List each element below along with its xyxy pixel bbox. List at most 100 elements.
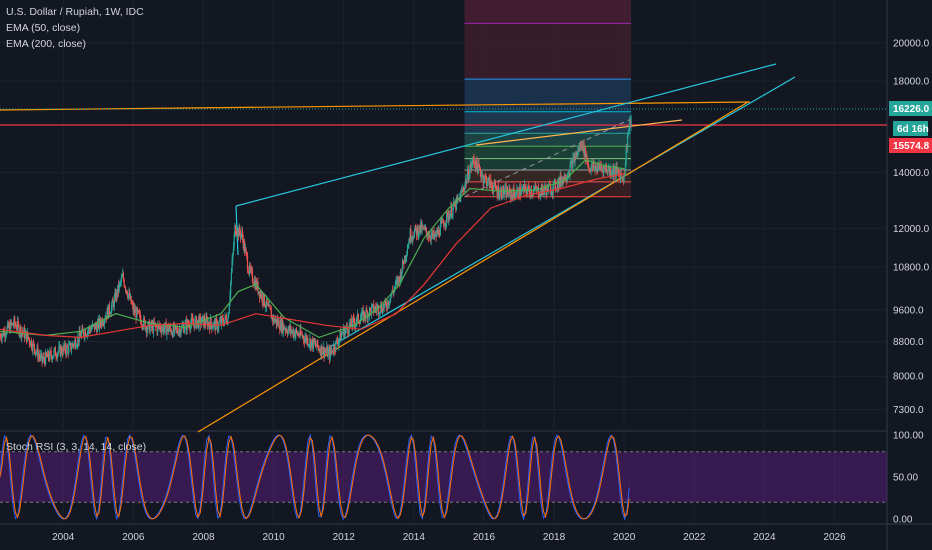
candle-body	[509, 187, 511, 191]
candle-body	[412, 236, 414, 238]
candle-body	[441, 221, 443, 222]
candle-body	[139, 313, 141, 319]
ema200-legend[interactable]: EMA (200, close)	[6, 38, 86, 50]
symbol-title[interactable]: U.S. Dollar / Rupiah, 1W, IDC	[6, 6, 144, 18]
candle-body	[155, 326, 157, 328]
candle-body	[314, 342, 316, 344]
candle-body	[246, 256, 249, 270]
candle-body	[383, 304, 385, 309]
candle-body	[326, 346, 329, 357]
candle-body	[237, 229, 239, 236]
candle-body	[479, 166, 481, 168]
candle-body	[12, 323, 14, 326]
candle-body	[253, 283, 255, 286]
candle-body	[127, 294, 129, 298]
candle-body	[148, 321, 150, 333]
candle-body	[184, 322, 186, 330]
candle-body	[415, 228, 418, 236]
candle-body	[298, 333, 300, 336]
candle-body	[439, 224, 441, 236]
candle-body	[365, 309, 367, 319]
candle-body	[434, 235, 436, 238]
candle-body	[277, 320, 279, 325]
candle-body	[31, 348, 33, 351]
candle-body	[477, 162, 479, 174]
candle-body	[60, 347, 62, 357]
candle-body	[539, 195, 541, 197]
candle-body	[204, 318, 206, 324]
candle-body	[178, 331, 180, 335]
candle-body	[249, 265, 251, 274]
candle-body	[504, 186, 507, 188]
candle-body	[98, 319, 100, 328]
candle-body	[508, 187, 510, 196]
candle-body	[262, 301, 264, 304]
candle-body	[49, 350, 51, 360]
candle-body	[610, 174, 613, 176]
candle-body	[124, 287, 127, 291]
candle-body	[398, 276, 400, 279]
fib-band	[464, 170, 632, 182]
candle-body	[345, 328, 347, 331]
candle-body	[193, 323, 195, 329]
candle-body	[265, 299, 268, 307]
time-tick-label: 2024	[753, 532, 776, 543]
candle-body	[17, 320, 19, 325]
candle-body	[285, 329, 287, 331]
candle-body	[40, 354, 42, 359]
candle-body	[500, 188, 502, 198]
candle-body	[310, 341, 312, 349]
candle-body	[215, 318, 217, 330]
candle-body	[350, 319, 352, 326]
candle-body	[406, 254, 408, 257]
candle-body	[385, 303, 387, 308]
candle-body	[440, 221, 442, 225]
candle-body	[209, 324, 211, 330]
candle-body	[607, 169, 609, 174]
candle-body	[569, 165, 571, 176]
candle-body	[54, 347, 56, 351]
candle-body	[261, 293, 263, 302]
candle-body	[310, 338, 312, 349]
candle-body	[405, 256, 407, 260]
candle-body	[67, 347, 69, 353]
candle-body	[232, 253, 234, 261]
ema50-legend[interactable]: EMA (50, close)	[6, 22, 81, 34]
candle-body	[271, 315, 273, 319]
candle-body	[97, 319, 99, 324]
candle-body	[286, 332, 289, 335]
candle-body	[354, 323, 357, 327]
candle-body	[228, 303, 230, 314]
candle-body	[570, 162, 572, 166]
candle-body	[584, 146, 587, 161]
candle-body	[450, 206, 452, 214]
candle-body	[453, 201, 455, 208]
candle-body	[108, 304, 110, 319]
candle-body	[113, 297, 115, 307]
candle-body	[373, 304, 375, 313]
candle-body	[357, 313, 359, 317]
candle-body	[624, 172, 626, 174]
candle-body	[521, 188, 523, 194]
candle-body	[409, 229, 411, 242]
candle-body	[560, 174, 562, 184]
candle-body	[339, 331, 341, 339]
candle-body	[464, 184, 466, 191]
candle-body	[36, 347, 38, 353]
candle-body	[578, 147, 580, 152]
candle-body	[378, 305, 380, 314]
candle-body	[272, 316, 275, 322]
stoch-rsi-title[interactable]: Stoch RSI (3, 3, 14, 14, close)	[6, 441, 147, 453]
candle-body	[389, 301, 391, 303]
candle-body	[71, 343, 73, 349]
candle-body	[294, 333, 296, 337]
candle-body	[421, 225, 423, 232]
candle-body	[21, 331, 23, 337]
candle-body	[449, 213, 451, 220]
candle-body	[319, 350, 322, 355]
candle-body	[2, 330, 5, 336]
candle-body	[72, 343, 74, 345]
candle-body	[77, 336, 80, 343]
candle-body	[407, 246, 409, 249]
